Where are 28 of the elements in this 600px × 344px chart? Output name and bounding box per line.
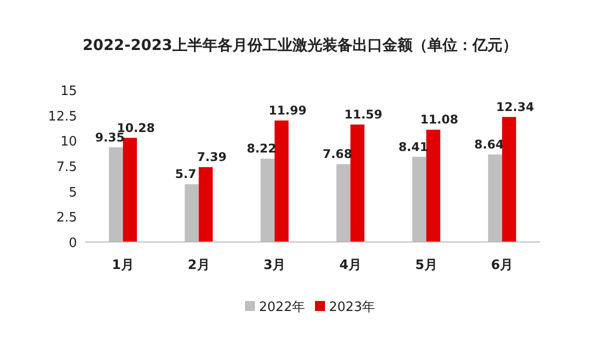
bar — [426, 130, 440, 242]
x-tick-label: 1月 — [112, 258, 134, 273]
x-tick-label: 2月 — [188, 258, 210, 273]
data-label: 11.99 — [268, 104, 307, 118]
x-tick-label: 4月 — [339, 258, 362, 273]
bar — [198, 167, 213, 242]
y-tick-label: 15 — [60, 84, 77, 99]
y-tick-label: 2.5 — [56, 210, 77, 226]
data-label: 5.7 — [175, 167, 196, 182]
x-tick-label: 6月 — [491, 258, 514, 273]
bar — [350, 124, 364, 242]
y-tick-label: 0 — [68, 236, 77, 251]
data-label: 11.08 — [420, 112, 458, 127]
chart-title: 2022-2023上半年各月份工业激光装备出口金额（单位：亿元） — [82, 36, 518, 54]
y-tick-label: 5 — [68, 185, 77, 200]
data-label: 11.59 — [344, 108, 382, 122]
bar — [502, 116, 516, 242]
y-tick-label: 7.5 — [56, 160, 77, 175]
legend-label: 2023年 — [329, 300, 376, 315]
y-tick-label: 12.5 — [48, 109, 77, 124]
bar — [274, 120, 289, 242]
x-tick-label: 5月 — [415, 258, 438, 273]
legend-label: 2022年 — [259, 300, 306, 315]
data-label: 7.39 — [196, 150, 227, 164]
x-tick-label: 3月 — [264, 258, 286, 273]
data-label: 12.34 — [496, 100, 534, 114]
y-tick-label: 10 — [60, 134, 77, 150]
bar — [122, 138, 137, 242]
